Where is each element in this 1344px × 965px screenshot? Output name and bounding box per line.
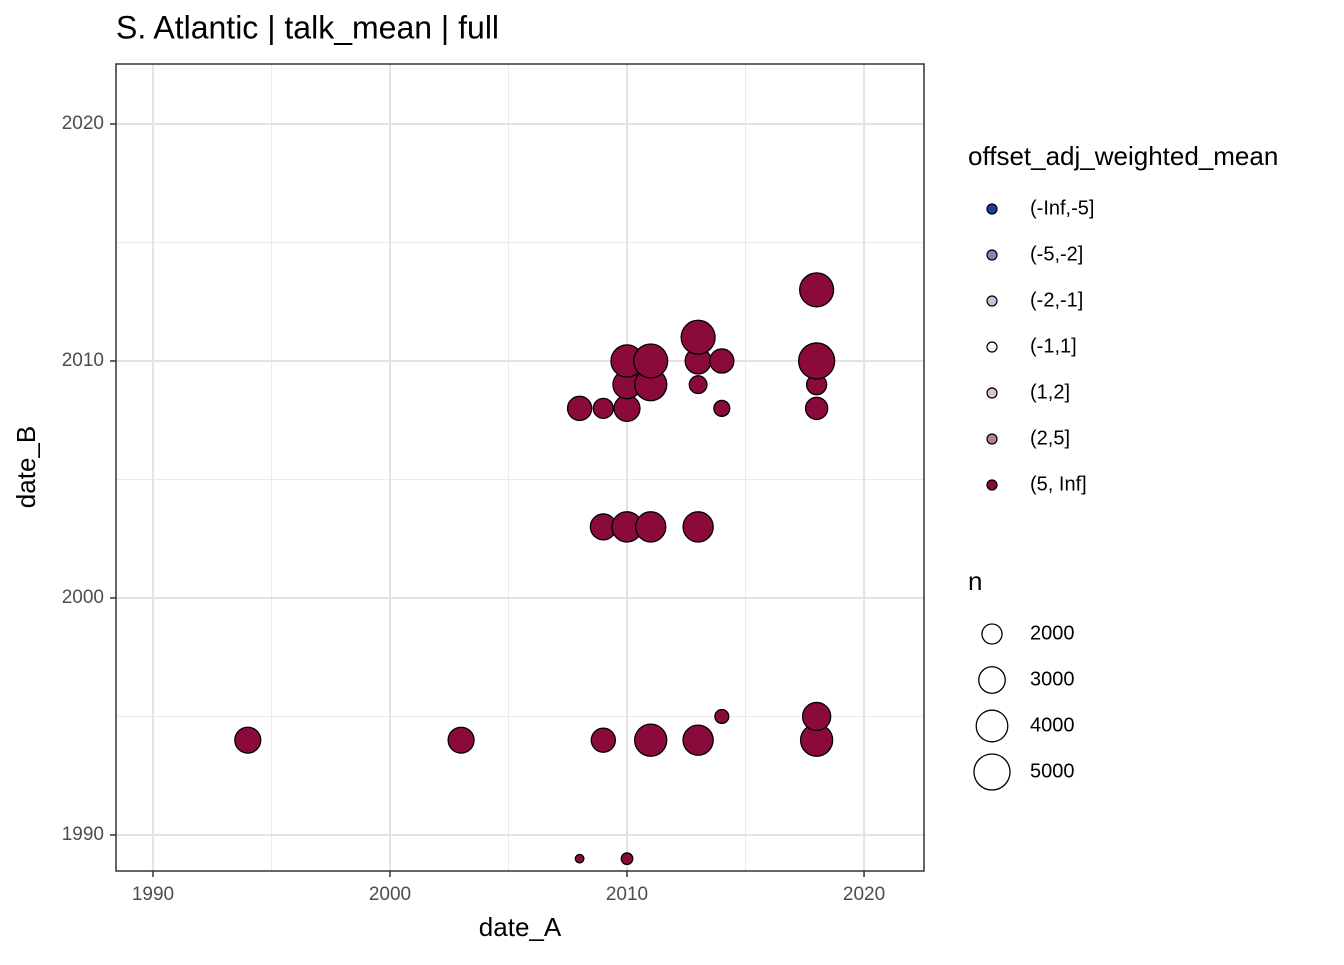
size-legend-label: 5000 bbox=[1030, 760, 1075, 782]
legend-key bbox=[986, 295, 998, 307]
point bbox=[804, 396, 829, 421]
legend-key bbox=[986, 433, 998, 445]
point bbox=[801, 701, 832, 732]
chart-title: S. Atlantic | talk_mean | full bbox=[116, 9, 499, 45]
legend-label: (2,5] bbox=[1030, 427, 1070, 449]
plot-border bbox=[115, 63, 925, 872]
point bbox=[590, 727, 617, 753]
x-axis-label: date_A bbox=[479, 912, 562, 942]
point bbox=[634, 511, 667, 543]
size-legend-key bbox=[981, 623, 1003, 645]
legend-key bbox=[986, 387, 998, 399]
size-legend-title: n bbox=[968, 566, 982, 596]
y-tick-label: 2010 bbox=[62, 350, 104, 371]
legend-key bbox=[986, 479, 998, 491]
size-legend-key bbox=[978, 666, 1006, 694]
size-legend-label: 2000 bbox=[1030, 622, 1075, 644]
point bbox=[566, 395, 593, 422]
point bbox=[709, 348, 735, 374]
x-tick-label: 2010 bbox=[606, 884, 648, 905]
y-axis-label: date_B bbox=[11, 426, 41, 508]
x-tick-label: 2000 bbox=[369, 884, 411, 905]
size-legend-key bbox=[973, 753, 1011, 791]
point bbox=[714, 708, 730, 725]
y-tick-label: 2000 bbox=[62, 587, 104, 608]
x-tick-label: 2020 bbox=[843, 884, 885, 905]
legend-key bbox=[986, 203, 998, 215]
point bbox=[620, 852, 634, 866]
legend-label: (-5,-2] bbox=[1030, 243, 1083, 265]
point bbox=[592, 397, 614, 420]
legend-label: (1,2] bbox=[1030, 381, 1070, 403]
size-legend-key bbox=[975, 709, 1009, 743]
point bbox=[682, 511, 714, 543]
point bbox=[574, 853, 585, 864]
legend-key bbox=[986, 249, 998, 261]
size-legend-label: 3000 bbox=[1030, 668, 1075, 690]
legend-label: (-1,1] bbox=[1030, 335, 1077, 357]
legend-label: (-Inf,-5] bbox=[1030, 197, 1094, 219]
point bbox=[447, 726, 475, 754]
x-tick-label: 1990 bbox=[132, 884, 174, 905]
point bbox=[634, 723, 668, 757]
y-tick-label: 2020 bbox=[62, 113, 104, 134]
point bbox=[682, 724, 714, 756]
point bbox=[713, 399, 731, 417]
point bbox=[234, 726, 262, 754]
point bbox=[633, 343, 669, 379]
y-tick-label: 1990 bbox=[62, 824, 104, 845]
legend-label: (-2,-1] bbox=[1030, 289, 1083, 311]
point bbox=[688, 375, 708, 395]
size-legend-label: 4000 bbox=[1030, 714, 1075, 736]
legend-title: offset_adj_weighted_mean bbox=[968, 141, 1278, 171]
legend-key bbox=[986, 341, 998, 353]
legend-label: (5, Inf] bbox=[1030, 473, 1087, 495]
point bbox=[799, 272, 835, 308]
point bbox=[797, 342, 836, 380]
point bbox=[680, 319, 716, 355]
